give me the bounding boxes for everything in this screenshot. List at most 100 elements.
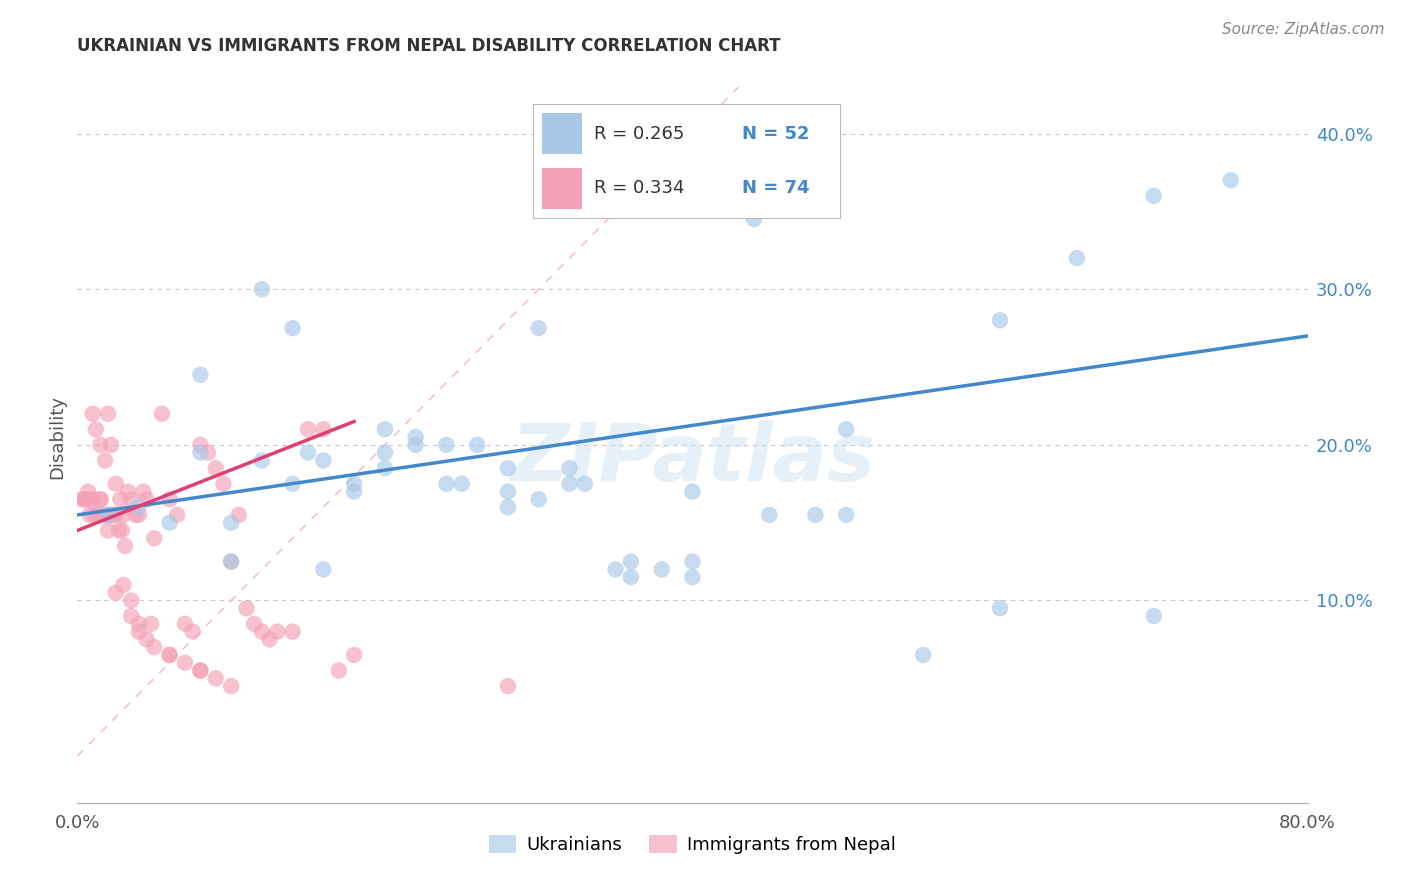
Point <box>181 624 204 639</box>
Point <box>758 508 780 522</box>
Point <box>188 438 212 452</box>
Point <box>465 438 488 452</box>
Point <box>111 524 134 538</box>
Point <box>281 624 304 639</box>
Point <box>436 438 458 452</box>
Point <box>204 461 226 475</box>
Point <box>405 438 427 452</box>
Point <box>1143 189 1166 203</box>
Point <box>94 453 117 467</box>
Point <box>228 508 250 522</box>
Point <box>82 407 104 421</box>
Point <box>174 656 197 670</box>
Point <box>742 212 765 227</box>
Point <box>343 476 366 491</box>
Point <box>128 624 150 639</box>
Point <box>104 585 127 599</box>
Point <box>128 508 150 522</box>
Point <box>132 484 155 499</box>
Point <box>436 476 458 491</box>
Y-axis label: Disability: Disability <box>48 395 66 479</box>
Point <box>496 461 519 475</box>
Point <box>281 476 304 491</box>
Point <box>651 562 673 576</box>
Point <box>605 562 627 576</box>
Point <box>527 321 550 335</box>
Point <box>219 516 242 530</box>
Point <box>343 484 366 499</box>
Point <box>405 430 427 444</box>
Point <box>135 632 157 647</box>
Point <box>682 555 704 569</box>
Point <box>574 476 596 491</box>
Point <box>82 492 104 507</box>
Point <box>558 461 581 475</box>
Point <box>159 492 181 507</box>
Point <box>125 508 148 522</box>
Point <box>682 570 704 584</box>
Point <box>450 476 472 491</box>
Point <box>496 484 519 499</box>
Point <box>188 664 212 678</box>
Point <box>250 453 273 467</box>
Point <box>374 445 396 459</box>
Point <box>159 648 181 662</box>
Point <box>97 524 120 538</box>
Point <box>1066 251 1088 265</box>
Point <box>89 492 111 507</box>
Point <box>259 632 281 647</box>
Text: UKRAINIAN VS IMMIGRANTS FROM NEPAL DISABILITY CORRELATION CHART: UKRAINIAN VS IMMIGRANTS FROM NEPAL DISAB… <box>77 37 780 54</box>
Point <box>188 445 212 459</box>
Point <box>108 524 131 538</box>
Point <box>343 648 366 662</box>
Point <box>84 422 107 436</box>
Point <box>89 438 111 452</box>
Point <box>250 624 273 639</box>
Point <box>166 508 188 522</box>
Point <box>150 407 173 421</box>
Point <box>120 609 142 624</box>
Point <box>86 508 108 522</box>
Point <box>79 508 101 522</box>
Point <box>281 321 304 335</box>
Point <box>77 484 100 499</box>
Point <box>96 508 118 522</box>
Point <box>1219 173 1241 187</box>
Point <box>80 492 103 507</box>
Point <box>250 282 273 296</box>
Point <box>1143 609 1166 624</box>
Point <box>98 508 121 522</box>
Point <box>219 679 242 693</box>
Point <box>97 407 120 421</box>
Point <box>89 492 111 507</box>
Point <box>128 500 150 515</box>
Point <box>197 445 219 459</box>
Point <box>110 492 132 507</box>
Point <box>120 492 142 507</box>
Point <box>682 484 704 499</box>
Point <box>141 616 163 631</box>
Point <box>159 516 181 530</box>
Point <box>835 508 858 522</box>
Point <box>112 578 135 592</box>
Point <box>100 438 122 452</box>
Point <box>374 422 396 436</box>
Point <box>188 664 212 678</box>
Point <box>104 508 127 522</box>
Point <box>312 562 335 576</box>
Point <box>297 422 319 436</box>
Point <box>243 616 266 631</box>
Point <box>97 508 120 522</box>
Point <box>266 624 288 639</box>
Point <box>159 648 181 662</box>
Point <box>70 492 93 507</box>
Point <box>620 555 643 569</box>
Point <box>104 476 127 491</box>
Point <box>988 601 1011 615</box>
Point <box>204 671 226 685</box>
Point <box>219 555 242 569</box>
Point <box>558 476 581 491</box>
Point <box>312 453 335 467</box>
Text: Source: ZipAtlas.com: Source: ZipAtlas.com <box>1222 22 1385 37</box>
Point <box>835 422 858 436</box>
